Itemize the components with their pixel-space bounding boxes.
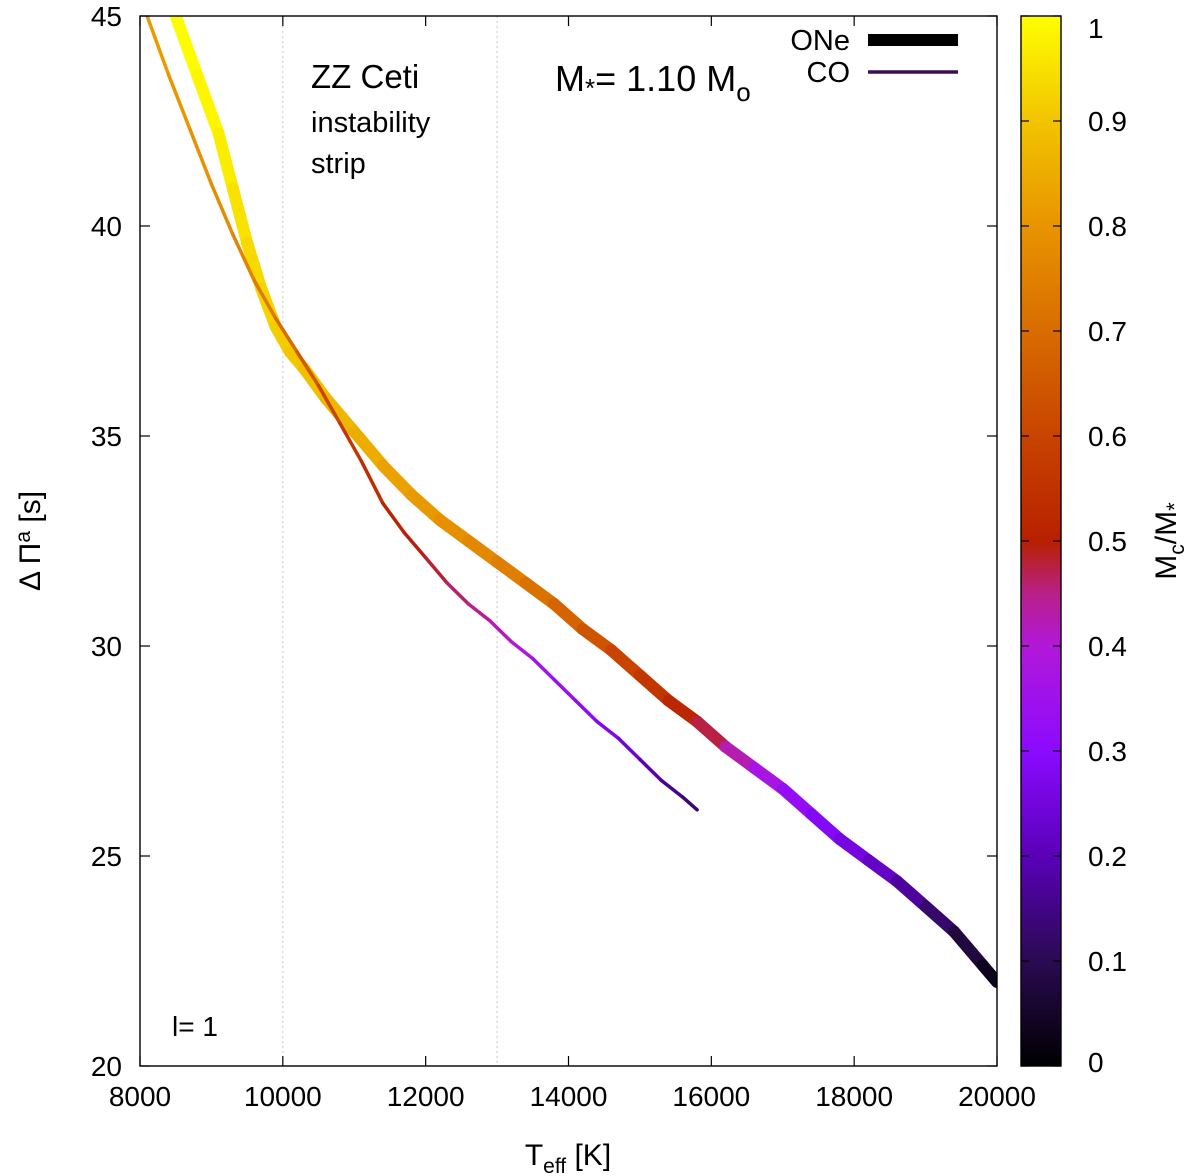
series-co-segment-25: [681, 795, 699, 812]
series-co-segment-4: [231, 232, 257, 283]
series-co-segment-24: [659, 778, 685, 799]
x-axis-ticks: 8000 10000 12000 14000 16000 18000 20000: [109, 16, 1036, 1112]
series-one-segment-25: [776, 782, 818, 820]
series-one: [169, 16, 997, 988]
series-co-segment-20: [573, 698, 599, 724]
cb-tick-label-2: 0.2: [1088, 841, 1127, 872]
mode-label: l= 1: [172, 1011, 218, 1042]
series-one-segment-17: [548, 598, 589, 636]
series-one-segment-2: [212, 127, 239, 195]
series-group: [145, 16, 997, 988]
series-co-segment-11: [381, 501, 406, 535]
series-one-segment-0: [169, 16, 204, 81]
series-one-segment-12: [405, 488, 446, 526]
x-tick-label-2: 12000: [387, 1081, 465, 1112]
series-one-segment-4: [241, 236, 268, 295]
cb-tick-label-5: 0.5: [1088, 526, 1127, 557]
series-one-segment-26: [805, 808, 846, 846]
strip-title: ZZ Ceti: [311, 58, 419, 95]
series-co-segment-1: [166, 73, 192, 132]
series-one-segment-11: [376, 459, 418, 501]
y-tick-label-4: 40: [91, 211, 122, 242]
series-co-segment-19: [552, 677, 578, 703]
series-one-segment-10: [348, 425, 389, 472]
x-tick-label-4: 16000: [672, 1081, 750, 1112]
series-one-segment-29: [891, 875, 932, 913]
series-co-segment-6: [273, 316, 299, 354]
series-co-segment-10: [359, 459, 385, 505]
y-tick-label-0: 20: [91, 1051, 122, 1082]
y-axis-label: Δ Πa [s]: [12, 491, 47, 591]
x-tick-label-3: 14000: [530, 1081, 608, 1112]
series-co-segment-9: [338, 421, 364, 463]
series-one-segment-30: [919, 900, 961, 938]
y-tick-label-3: 35: [91, 421, 122, 452]
cb-tick-label-3: 0.3: [1088, 736, 1127, 767]
series-one-segment-31: [948, 925, 989, 972]
instability-strip-guides: [282, 16, 498, 1066]
series-co-segment-22: [616, 736, 642, 762]
series-co-segment-3: [209, 182, 235, 237]
series-co: [145, 16, 699, 812]
x-tick-label-0: 8000: [109, 1081, 171, 1112]
series-one-segment-1: [191, 68, 225, 140]
series-co-segment-23: [638, 757, 664, 783]
series-co-segment-18: [531, 656, 556, 682]
cb-tick-label-7: 0.7: [1088, 316, 1127, 347]
y-tick-label-2: 30: [91, 631, 122, 662]
plot-frame: [139, 15, 998, 1067]
colorbar-label: Mc/M*: [1150, 502, 1189, 580]
series-one-segment-19: [605, 644, 646, 682]
series-one-segment-32: [976, 959, 997, 988]
series-co-segment-8: [316, 383, 342, 426]
cb-tick-label-0: 0: [1088, 1047, 1104, 1078]
colorbar-ticks: 0 0.1 0.2 0.3 0.4 0.5 0.6 0.7 0.8 0.9 1: [1021, 13, 1127, 1078]
series-co-segment-16: [488, 619, 514, 644]
series-co-segment-7: [295, 350, 321, 388]
strip-line-1: instability: [311, 107, 431, 139]
x-tick-label-5: 18000: [815, 1081, 893, 1112]
series-co-segment-5: [252, 278, 278, 321]
mass-label: M*= 1.10 Mo: [555, 58, 751, 107]
series-one-segment-20: [633, 669, 675, 707]
y-tick-label-5: 45: [91, 1, 122, 32]
x-axis-label: Teff [K]: [525, 1139, 611, 1176]
series-co-segment-2: [188, 127, 214, 186]
series-co-segment-13: [423, 556, 449, 585]
cb-tick-label-6: 0.6: [1088, 421, 1127, 452]
cb-tick-label-8: 0.8: [1088, 211, 1127, 242]
legend: ONe CO: [790, 25, 958, 89]
cb-tick-label-10: 1: [1088, 13, 1104, 44]
y-axis-ticks: 20 25 30 35 40 45: [91, 1, 997, 1082]
series-co-segment-15: [466, 602, 492, 623]
legend-label-one: ONe: [790, 25, 850, 57]
strip-line-2: strip: [311, 148, 366, 180]
cb-tick-label-4: 0.4: [1088, 631, 1127, 662]
series-co-segment-21: [595, 719, 621, 741]
cb-tick-label-1: 0.1: [1088, 946, 1127, 977]
series-one-segment-3: [226, 182, 254, 249]
series-co-segment-14: [445, 581, 471, 606]
series-co-segment-17: [509, 640, 535, 661]
x-tick-label-1: 10000: [244, 1081, 322, 1112]
series-co-segment-12: [402, 530, 428, 560]
legend-label-co: CO: [807, 57, 851, 89]
y-tick-label-1: 25: [91, 841, 122, 872]
series-one-segment-22: [691, 715, 732, 753]
series-co-segment-0: [145, 16, 171, 77]
x-tick-label-6: 20000: [958, 1081, 1036, 1112]
cb-tick-label-9: 0.9: [1088, 106, 1127, 137]
